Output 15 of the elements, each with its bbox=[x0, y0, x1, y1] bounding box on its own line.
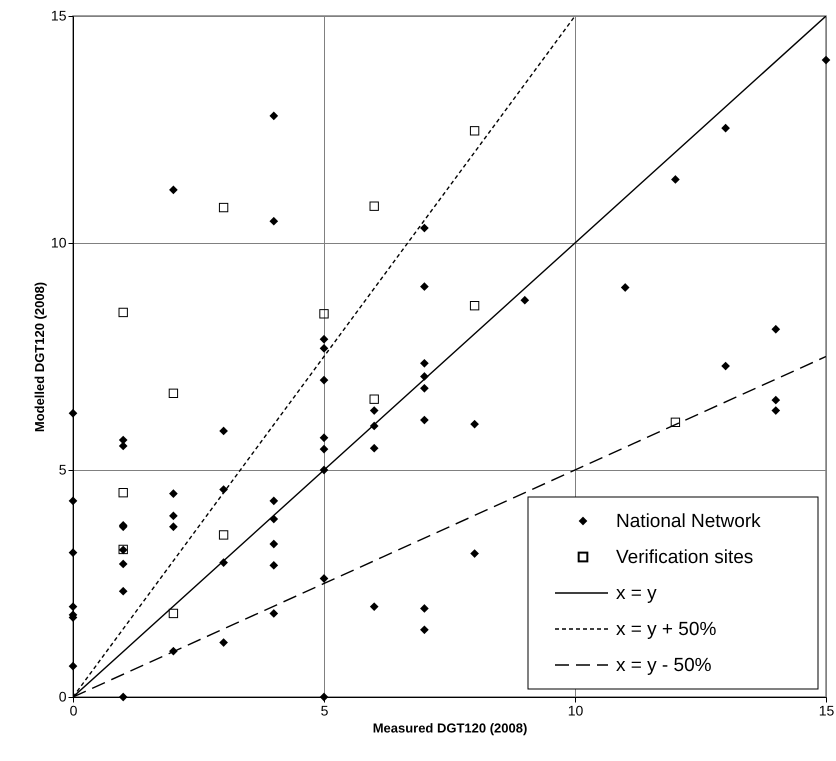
y-tick-label: 0 bbox=[58, 688, 67, 704]
legend-label: National Network bbox=[616, 511, 762, 532]
y-axis-title: Modelled DGT120 (2008) bbox=[32, 282, 47, 432]
legend-label: x = y + 50% bbox=[616, 619, 716, 640]
legend-label: Verification sites bbox=[616, 547, 754, 568]
y-tick-label: 15 bbox=[50, 8, 67, 24]
legend-label: x = y - 50% bbox=[616, 655, 712, 676]
y-tick-label: 5 bbox=[58, 462, 67, 478]
x-axis-title: Measured DGT120 (2008) bbox=[372, 720, 528, 736]
x-tick-label: 0 bbox=[70, 702, 78, 718]
x-tick-label: 5 bbox=[320, 702, 329, 718]
legend-label: x = y bbox=[616, 583, 658, 604]
x-tick-label: 10 bbox=[568, 702, 584, 718]
x-tick-label: 15 bbox=[818, 702, 834, 718]
y-tick-label: 10 bbox=[50, 234, 67, 250]
